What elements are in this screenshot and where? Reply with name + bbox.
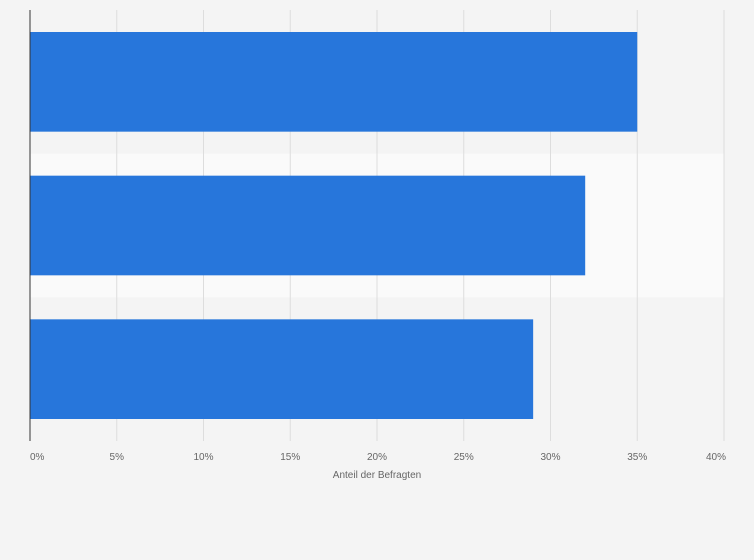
bar-1 — [30, 32, 638, 132]
x-tick-label-15: 15% — [280, 452, 300, 463]
bar-3 — [30, 319, 534, 419]
x-tick-label-25: 25% — [454, 452, 474, 463]
x-tick-label-30: 30% — [540, 452, 560, 463]
x-tick-label-40: 40% — [706, 452, 726, 463]
x-tick-label-5: 5% — [110, 452, 125, 463]
bars — [30, 32, 638, 419]
x-axis-title: Anteil der Befragten — [333, 470, 421, 481]
x-tick-label-35: 35% — [627, 452, 647, 463]
x-tick-label-10: 10% — [193, 452, 213, 463]
x-tick-label-20: 20% — [367, 452, 387, 463]
x-axis-tick-labels: 0% 5% 10% 15% 20% 25% 30% 35% 40% — [30, 452, 726, 463]
x-tick-label-0: 0% — [30, 452, 45, 463]
bar-2 — [30, 175, 586, 276]
